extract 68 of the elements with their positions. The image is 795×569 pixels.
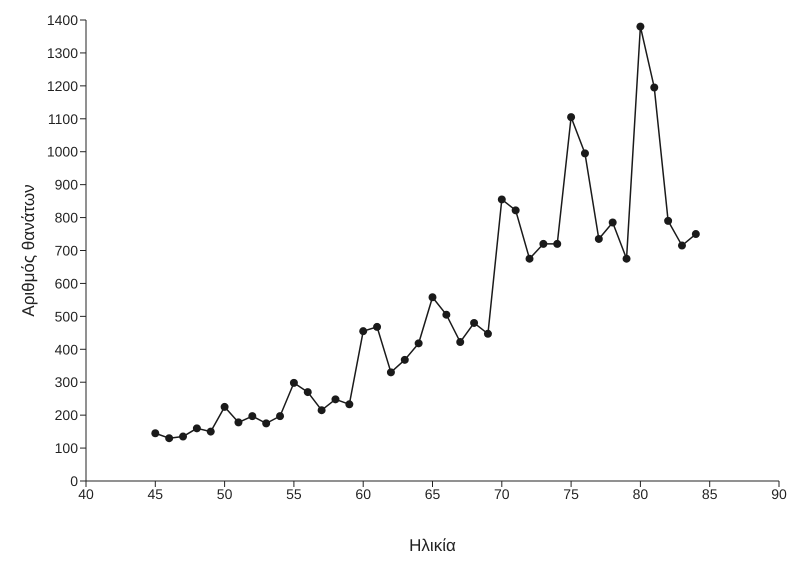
y-tick-label: 700 — [54, 242, 78, 258]
y-tick-label: 300 — [54, 374, 78, 390]
point — [567, 113, 576, 122]
x-tick-label: 65 — [424, 486, 440, 502]
point — [331, 395, 340, 404]
point — [428, 293, 436, 302]
point — [692, 230, 700, 238]
y-tick-label: 1300 — [46, 44, 78, 61]
y-tick-label: 500 — [54, 308, 78, 324]
point — [608, 218, 617, 227]
point — [220, 402, 229, 411]
y-tick-label: 100 — [54, 440, 78, 456]
point — [276, 412, 284, 420]
point — [512, 206, 520, 214]
x-tick-label: 90 — [771, 486, 787, 502]
y-tick-label: 800 — [54, 210, 78, 226]
x-tick-label: 50 — [216, 486, 233, 502]
x-tick-label: 60 — [355, 486, 372, 502]
point — [539, 240, 548, 248]
point — [414, 339, 423, 348]
y-tick-label: 0 — [70, 472, 78, 489]
point — [234, 418, 242, 426]
point — [400, 356, 409, 364]
point — [165, 434, 174, 442]
y-axis-title: Αριθμός θανάτων — [19, 184, 38, 317]
y-tick-label: 1100 — [48, 110, 78, 127]
x-tick-label: 45 — [148, 486, 164, 502]
point — [442, 310, 450, 319]
point — [386, 368, 395, 376]
x-tick-label: 70 — [494, 486, 510, 502]
y-tick-label: 400 — [54, 341, 78, 358]
x-tick-label: 40 — [78, 486, 94, 502]
point — [664, 216, 672, 225]
y-tick-label: 1000 — [46, 144, 78, 160]
point — [318, 406, 326, 414]
point — [290, 378, 298, 387]
point — [179, 432, 188, 441]
y-tick-label: 900 — [54, 176, 78, 193]
x-axis-title: Ηλικία — [409, 536, 456, 555]
point — [622, 254, 631, 263]
point — [678, 242, 686, 250]
point — [192, 424, 201, 432]
point — [373, 322, 382, 331]
point — [248, 412, 256, 420]
x-tick-label: 75 — [563, 486, 580, 502]
point — [594, 234, 603, 243]
x-tick-label: 80 — [632, 486, 648, 502]
point — [304, 388, 312, 396]
point — [359, 327, 368, 336]
point — [553, 240, 562, 248]
y-tick-label: 200 — [54, 407, 78, 424]
point — [580, 149, 589, 158]
point — [262, 419, 270, 428]
point — [456, 338, 464, 346]
x-tick-label: 55 — [286, 486, 302, 502]
point — [345, 400, 354, 408]
y-tick-label: 1200 — [46, 78, 78, 94]
point — [650, 84, 658, 92]
x-tick-label: 85 — [702, 486, 718, 502]
y-tick-label: 1400 — [46, 12, 78, 28]
point — [470, 318, 478, 327]
point — [206, 428, 215, 436]
point — [151, 429, 160, 438]
point — [636, 22, 644, 31]
point — [526, 254, 534, 263]
point — [484, 330, 492, 338]
y-tick-label: 600 — [54, 275, 78, 292]
point — [498, 195, 506, 204]
